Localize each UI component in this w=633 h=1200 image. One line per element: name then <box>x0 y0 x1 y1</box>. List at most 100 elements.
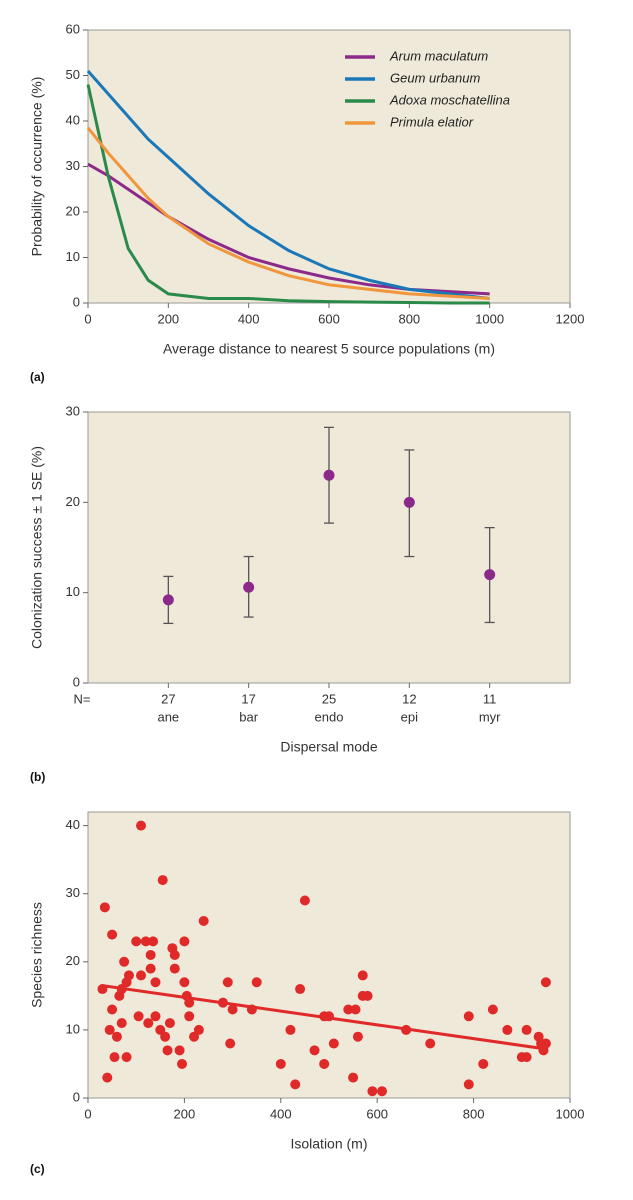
point <box>521 1024 532 1035</box>
point <box>162 1045 173 1056</box>
point <box>140 936 151 947</box>
x-tick-label: 1000 <box>556 1106 585 1121</box>
trend-line <box>102 984 547 1051</box>
point <box>227 1004 238 1015</box>
point <box>150 1011 161 1022</box>
y-tick-label: 0 <box>73 674 80 689</box>
point <box>225 1038 236 1049</box>
point <box>99 902 110 913</box>
point <box>136 820 147 831</box>
n-value: 25 <box>322 691 336 706</box>
panel-label: (b) <box>30 770 45 784</box>
point <box>478 1058 489 1069</box>
point <box>357 970 368 981</box>
y-tick-label: 30 <box>66 403 80 418</box>
point <box>521 1052 532 1063</box>
point <box>463 1079 474 1090</box>
point <box>299 895 310 906</box>
point <box>179 977 190 988</box>
x-tick-label: epi <box>401 709 418 724</box>
point <box>104 1024 115 1035</box>
point <box>540 1038 551 1049</box>
point <box>222 977 233 988</box>
point <box>162 594 174 606</box>
x-tick-label: bar <box>239 709 258 724</box>
point <box>174 1045 185 1056</box>
n-label: N= <box>74 691 91 706</box>
point <box>116 1018 127 1029</box>
point <box>160 1031 171 1042</box>
panel-label: (a) <box>30 370 45 384</box>
n-value: 11 <box>483 691 497 706</box>
point <box>193 1024 204 1035</box>
x-tick-label: ane <box>157 709 179 724</box>
point <box>362 990 373 1001</box>
point <box>107 929 118 940</box>
y-tick-label: 20 <box>66 953 80 968</box>
point <box>290 1079 301 1090</box>
legend-label: Adoxa moschatellina <box>389 92 510 107</box>
point <box>169 950 180 960</box>
point <box>487 1004 498 1015</box>
point <box>377 1086 388 1097</box>
point <box>148 936 159 947</box>
point <box>164 1018 175 1029</box>
point <box>367 1086 378 1097</box>
point <box>285 1024 296 1035</box>
point <box>343 1004 354 1015</box>
y-axis-label: Colonization success ± 1 SE (%) <box>29 446 45 649</box>
point <box>143 1018 154 1029</box>
legend-label: Arum maculatum <box>389 48 488 63</box>
point <box>198 915 209 926</box>
point <box>463 1011 474 1022</box>
x-tick-label: 800 <box>398 311 420 326</box>
legend-label: Geum urbanum <box>390 70 480 85</box>
point <box>107 1004 118 1015</box>
point <box>348 1072 359 1083</box>
y-tick-label: 60 <box>66 21 80 36</box>
point <box>328 1038 339 1049</box>
point <box>179 936 190 947</box>
x-tick-label: 600 <box>318 311 340 326</box>
x-tick-label: 1200 <box>556 311 585 326</box>
point <box>502 1024 513 1035</box>
point <box>319 1058 330 1069</box>
point <box>350 1004 361 1015</box>
x-tick-label: 1000 <box>475 311 504 326</box>
y-axis-label: Species richness <box>29 902 45 1008</box>
point <box>133 1011 144 1022</box>
point <box>403 496 415 508</box>
y-tick-label: 40 <box>66 112 80 127</box>
x-axis-label: Average distance to nearest 5 source pop… <box>163 341 495 357</box>
point <box>123 970 134 981</box>
point <box>119 956 130 967</box>
point <box>131 936 142 947</box>
point <box>121 1052 132 1063</box>
plot-area <box>87 29 571 304</box>
point <box>150 977 161 988</box>
x-tick-label: 600 <box>366 1106 388 1121</box>
y-tick-label: 10 <box>66 1021 80 1036</box>
point <box>309 1045 320 1056</box>
y-tick-label: 20 <box>66 494 80 509</box>
x-tick-label: 200 <box>157 311 179 326</box>
y-tick-label: 40 <box>66 817 80 832</box>
point <box>176 1058 187 1069</box>
x-axis-label: Isolation (m) <box>290 1136 367 1152</box>
y-tick-label: 20 <box>66 203 80 218</box>
point <box>323 469 335 481</box>
point <box>109 1052 120 1063</box>
point <box>111 1031 122 1042</box>
x-tick-label: endo <box>315 709 344 724</box>
x-tick-label: myr <box>479 709 501 724</box>
n-value: 17 <box>241 691 255 706</box>
point <box>275 1058 286 1069</box>
y-tick-label: 0 <box>73 1089 80 1104</box>
point <box>425 1038 436 1049</box>
y-tick-label: 10 <box>66 249 80 264</box>
point <box>136 970 147 981</box>
y-axis-label: Probability of occurrence (%) <box>29 77 45 257</box>
y-tick-label: 10 <box>66 584 80 599</box>
